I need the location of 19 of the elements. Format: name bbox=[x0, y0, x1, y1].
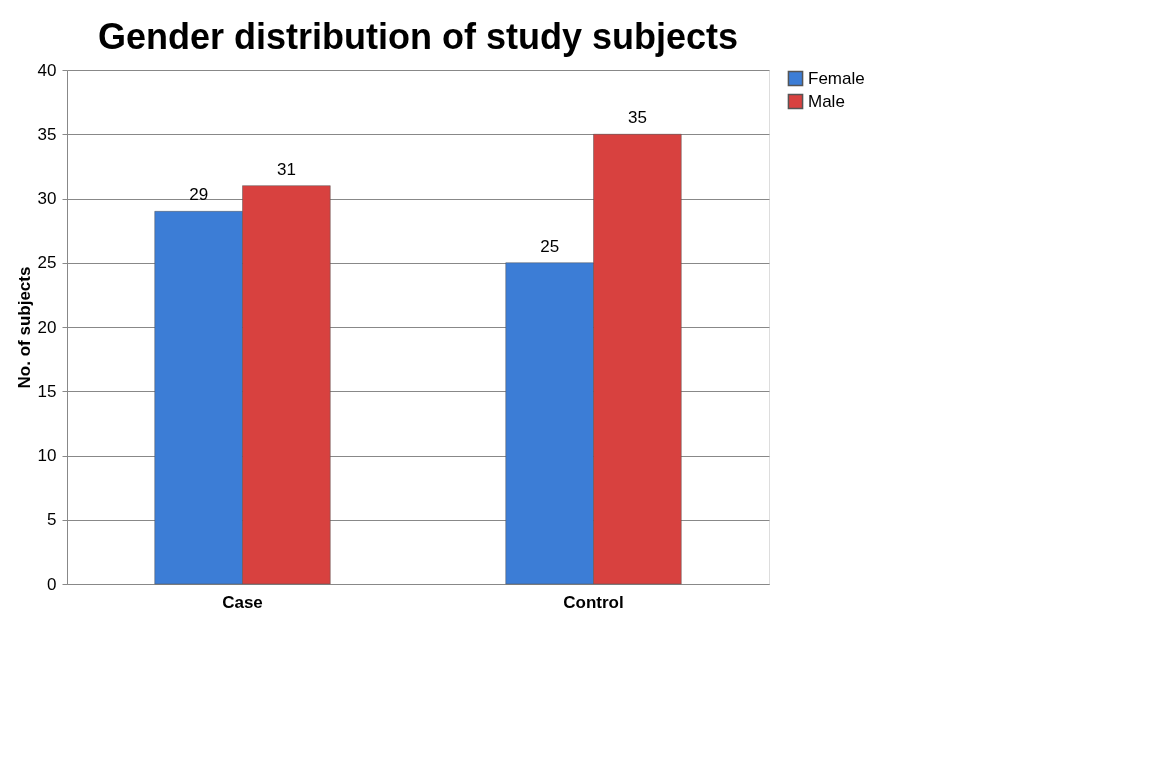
x-tick-label: Case bbox=[222, 592, 263, 612]
data-label: 35 bbox=[627, 108, 647, 128]
y-tick-label: 15 bbox=[37, 381, 57, 401]
data-label: 25 bbox=[540, 236, 560, 256]
y-tick-label: 30 bbox=[37, 189, 57, 208]
y-tick-label: 25 bbox=[37, 253, 57, 273]
y-tick-label: 10 bbox=[37, 446, 57, 465]
y-tick-label: 35 bbox=[37, 124, 57, 144]
chart-title: Gender distribution of study subjects bbox=[97, 16, 739, 57]
data-label: 31 bbox=[276, 159, 296, 179]
legend-label: Female bbox=[808, 68, 865, 88]
x-tick-label: Control bbox=[563, 592, 624, 612]
legend-label: Male bbox=[808, 91, 845, 111]
data-label: 29 bbox=[189, 185, 209, 205]
y-tick-label: 0 bbox=[47, 574, 57, 594]
y-tick-label: 40 bbox=[37, 60, 57, 80]
y-axis-title: No. of subjects bbox=[14, 266, 34, 389]
y-tick-label: 20 bbox=[37, 317, 57, 337]
y-tick-label: 5 bbox=[47, 510, 57, 530]
